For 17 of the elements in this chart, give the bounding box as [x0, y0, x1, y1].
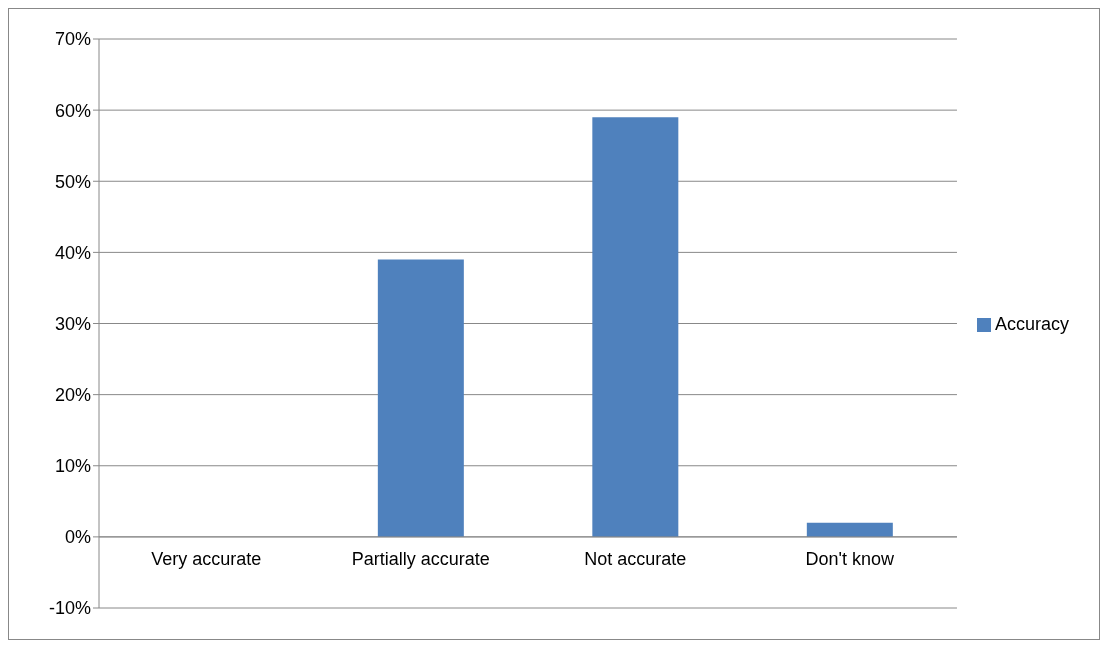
x-tick-label: Very accurate [151, 548, 262, 569]
y-tick-label: 70% [54, 29, 91, 50]
x-tick-label: Not accurate [584, 548, 687, 569]
y-tick-label: -10% [48, 598, 91, 619]
y-tick-label: 30% [54, 313, 91, 334]
x-tick-label: Partially accurate [351, 548, 490, 569]
legend-label: Accuracy [994, 313, 1069, 334]
y-tick-label: 10% [54, 456, 91, 477]
y-tick-label: 0% [64, 527, 91, 548]
y-tick-label: 50% [54, 171, 91, 192]
bar [806, 522, 893, 537]
bar [592, 117, 679, 537]
y-tick-label: 40% [54, 242, 91, 263]
y-tick-label: 20% [54, 385, 91, 406]
x-tick-label: Don't know [805, 548, 895, 569]
y-tick-label: 60% [54, 100, 91, 121]
bar [377, 259, 464, 537]
